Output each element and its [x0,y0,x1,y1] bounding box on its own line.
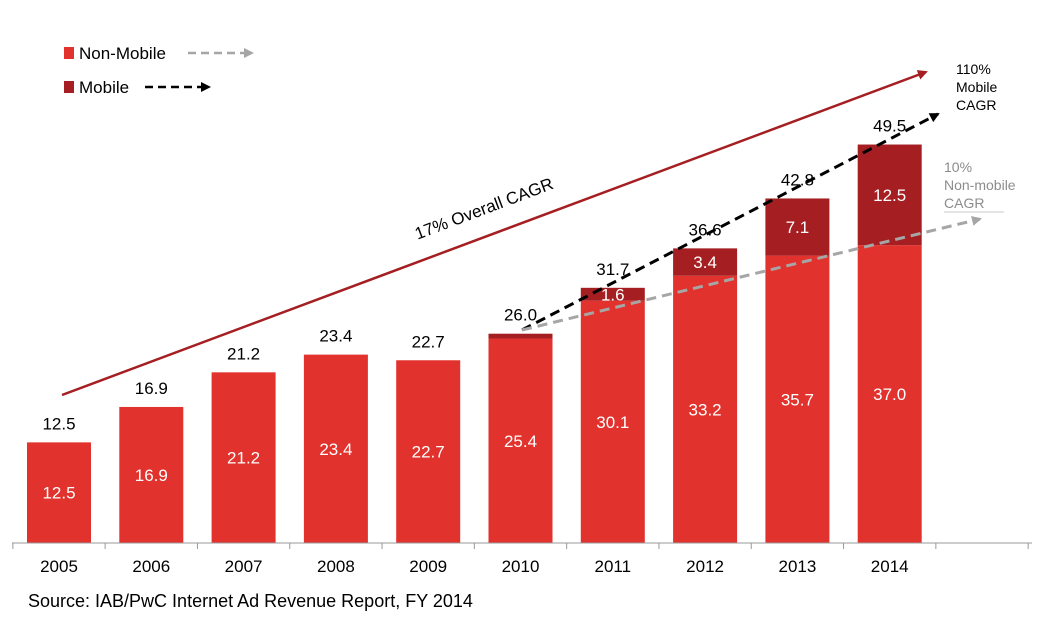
bar-non-mobile-2011 [580,300,645,543]
bar-non-mobile-2014 [857,245,922,543]
bar-non-mobile-2008 [303,354,368,543]
non-mobile-cagr-line-1: 10% [944,159,972,175]
label-mobile-2012: 3.4 [693,253,717,272]
label-non-mobile-2012: 33.2 [689,400,722,419]
mobile-cagr-line-2: Mobile [956,79,997,95]
legend-label-non-mobile: Non-Mobile [79,44,166,63]
x-tick-label-2007: 2007 [225,557,263,576]
label-non-mobile-2013: 35.7 [781,390,814,409]
label-mobile-2013: 7.1 [786,218,810,237]
bar-mobile-2013 [765,198,830,256]
non-mobile-cagr-arrow [521,216,982,332]
bar-mobile-2014 [857,144,922,246]
bar-non-mobile-2009 [396,360,461,543]
x-tick-label-2005: 2005 [40,557,78,576]
overall-cagr-label: 17% Overall CAGR [412,174,556,243]
label-mobile-2014: 12.5 [873,186,906,205]
bar-non-mobile-2012 [673,275,738,543]
bar-mobile-2010 [488,333,553,339]
label-total-2006: 16.9 [135,379,168,398]
mobile-cagr-line-1: 110% [956,61,991,77]
non-mobile-cagr-line-2: Non-mobile [944,177,1016,193]
label-total-2013: 42.8 [781,170,814,189]
mobile-cagr-line-3: CAGR [956,97,996,113]
overall-cagr-arrow [61,70,928,397]
label-non-mobile-2014: 37.0 [873,385,906,404]
legend-swatch-mobile [64,81,74,93]
legend-label-mobile: Mobile [79,78,129,97]
bar-non-mobile-2007 [211,372,276,543]
bar-non-mobile-2005 [27,442,91,543]
mobile-cagr-arrow [521,112,940,332]
mobile-cagr-label: 110% Mobile CAGR [956,61,1001,113]
x-tick-label-2012: 2012 [686,557,724,576]
non-mobile-cagr-label: 10% Non-mobile CAGR [944,159,1019,211]
label-total-2011: 31.7 [596,260,629,279]
label-non-mobile-2008: 23.4 [319,440,352,459]
x-tick-label-2008: 2008 [317,557,355,576]
label-non-mobile-2010: 25.4 [504,432,537,451]
label-mobile-2011: 1.6 [601,285,625,304]
label-non-mobile-2007: 21.2 [227,449,260,468]
x-tick-label-2010: 2010 [502,557,540,576]
bar-non-mobile-2013 [765,255,830,544]
x-tick-label-2006: 2006 [132,557,170,576]
label-total-2014: 49.5 [873,117,906,136]
bar-mobile-2012 [673,248,738,276]
x-tick-label-2014: 2014 [871,557,909,576]
legend: Non-Mobile Mobile [64,44,254,97]
label-total-2012: 36.6 [689,220,722,239]
label-total-2010: 26.0 [504,306,537,325]
x-tick-label-2009: 2009 [409,557,447,576]
label-non-mobile-2005: 12.5 [42,484,75,503]
label-non-mobile-2011: 30.1 [596,413,629,432]
non-mobile-cagr-line-3: CAGR [944,195,984,211]
source-note: Source: IAB/PwC Internet Ad Revenue Repo… [28,591,473,611]
label-total-2007: 21.2 [227,344,260,363]
label-non-mobile-2006: 16.9 [135,466,168,485]
label-total-2008: 23.4 [319,327,352,346]
label-total-2009: 22.7 [412,332,445,351]
x-tick-label-2013: 2013 [778,557,816,576]
bar-non-mobile-2010 [488,338,553,543]
bar-non-mobile-2006 [119,406,184,543]
label-non-mobile-2009: 22.7 [412,443,445,462]
label-total-2005: 12.5 [42,414,75,433]
x-tick-label-2011: 2011 [595,557,632,576]
legend-swatch-non-mobile [64,47,74,59]
